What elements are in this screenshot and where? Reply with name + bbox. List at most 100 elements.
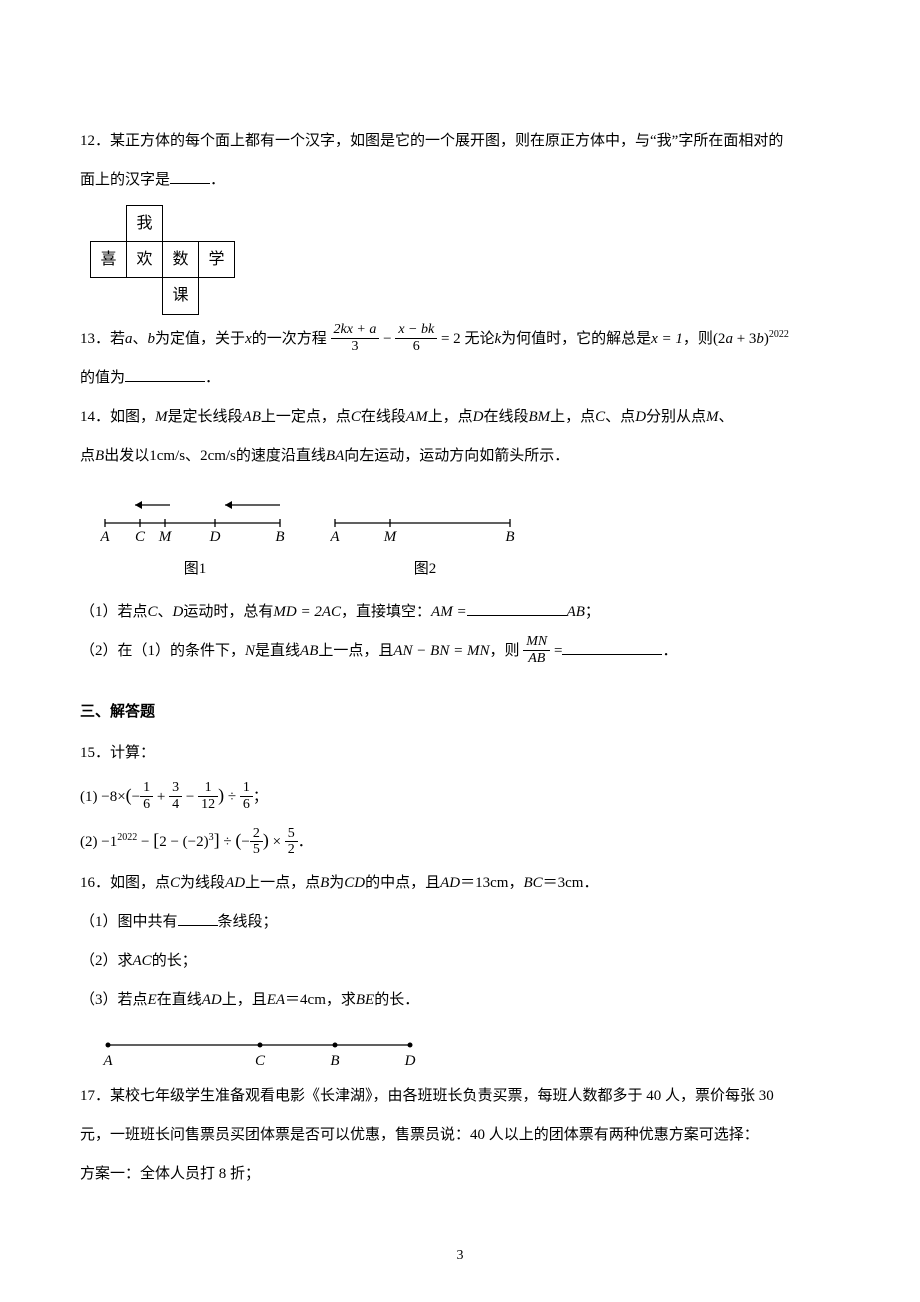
f: 25 xyxy=(250,826,263,858)
svg-text:B: B xyxy=(330,1053,339,1069)
q14-p2: （2）在（1）的条件下，N是直线AB上一点，且AN − BN = MN，则 MN… xyxy=(80,635,840,668)
fig1-svg: A C M D B xyxy=(100,493,290,553)
svg-text:B: B xyxy=(275,529,284,545)
q14-k: 点 xyxy=(80,448,95,464)
q17-b: 元，一班班长问售票员买团体票是否可以优惠，售票员说：40 人以上的团体票有两种优… xyxy=(80,1127,759,1143)
q16p3-d: ＝4cm，求 xyxy=(285,992,356,1008)
frac-den: AB xyxy=(523,650,550,666)
q14-b: 是定长线段 xyxy=(168,409,243,425)
net-cell: 我 xyxy=(127,206,163,242)
q13-var-b: b xyxy=(148,331,156,347)
q14-BM: BM xyxy=(528,409,550,425)
q16p3-c: 上，且 xyxy=(222,992,267,1008)
q14p1-b: 、 xyxy=(158,604,173,620)
q16-num: 16． xyxy=(80,875,110,891)
q12-line2: 面上的汉字是 ． xyxy=(80,164,840,197)
f: 52 xyxy=(285,826,298,858)
q14p2-frac: MN AB xyxy=(523,634,550,666)
q14-AM: AM xyxy=(406,409,428,425)
q14-h: 、点 xyxy=(605,409,635,425)
q14-line2: 点B出发以1cm/s、2cm/s的速度沿直线BA向左运动，运动方向如箭头所示． xyxy=(80,440,840,473)
q13-d: 的一次方程 xyxy=(252,331,327,347)
question-16: 16．如图，点C为线段AD上一点，点B为CD的中点，且AD＝13cm，BC＝3c… xyxy=(80,867,840,900)
minus: − xyxy=(182,789,198,805)
f: 16 xyxy=(240,780,253,812)
q17-num: 17． xyxy=(80,1088,110,1104)
end: ． xyxy=(298,834,313,850)
frac-den: 6 xyxy=(395,338,437,354)
svg-text:C: C xyxy=(135,529,146,545)
neg: − xyxy=(241,834,249,850)
q12-t2: 面上的汉字是 xyxy=(80,172,170,188)
q14-p1: （1）若点C、D运动时，总有MD = 2AC，直接填空：AM =AB； xyxy=(80,596,840,629)
end: ； xyxy=(253,789,268,805)
q14p2-b: 是直线 xyxy=(255,643,300,659)
frac-den: 3 xyxy=(331,338,380,354)
q14-M: M xyxy=(155,409,168,425)
q14-BA: BA xyxy=(326,448,344,464)
q14-num: 14． xyxy=(80,409,110,425)
q13-sup: 2022 xyxy=(769,329,789,340)
q14-o: 向左运动，运动方向如箭头所示． xyxy=(344,448,569,464)
q13-b: 、 xyxy=(133,331,148,347)
mul: × xyxy=(269,834,285,850)
q14p1-blank xyxy=(467,601,567,616)
page-number: 3 xyxy=(0,1241,920,1272)
q16-p3: （3）若点E在直线AD上，且EA＝4cm，求BE的长． xyxy=(80,984,840,1017)
frac-num: MN xyxy=(523,634,550,649)
neg: − xyxy=(132,789,140,805)
fig1-label: 图1 xyxy=(100,553,290,586)
q12-blank xyxy=(170,169,210,184)
q14p1-a: （1）若点 xyxy=(80,604,148,620)
q15p1-a: −8× xyxy=(101,789,125,805)
q16-AC: AC xyxy=(133,953,152,969)
q15-title: 计算： xyxy=(110,745,155,761)
q12-num: 12． xyxy=(80,133,110,149)
q14-j: 、 xyxy=(719,409,734,425)
svg-text:D: D xyxy=(404,1053,416,1069)
q17-a: 某校七年级学生准备观看电影《长津湖》，由各班班长负责买票，每班人数都多于 40 … xyxy=(110,1088,774,1104)
q16-CD: CD xyxy=(344,875,365,891)
q13-eq2: = 2 xyxy=(441,331,464,347)
question-12: 12．某正方体的每个面上都有一个汉字，如图是它的一个展开图，则在原正方体中，与“… xyxy=(80,125,840,158)
f: 16 xyxy=(140,780,153,812)
q16-EA: EA xyxy=(267,992,285,1008)
fig2-svg: A M B xyxy=(330,493,520,553)
q13-num: 13． xyxy=(80,331,110,347)
f: 112 xyxy=(198,780,218,812)
q16-p2: （2）求AC的长； xyxy=(80,945,840,978)
q14p1-C: C xyxy=(148,604,158,620)
question-15: 15．计算： xyxy=(80,737,840,770)
q15-num: 15． xyxy=(80,745,110,761)
q16-AD2: AD xyxy=(440,875,460,891)
q13-minus: − xyxy=(383,331,395,347)
net-cell: 学 xyxy=(199,242,235,278)
q14p2-e: = xyxy=(554,643,562,659)
q16p3-e: 的长． xyxy=(374,992,419,1008)
q14p1-d: ，直接填空： xyxy=(341,604,431,620)
net-cell: 欢 xyxy=(127,242,163,278)
q13-expr: (2a + 3b) xyxy=(713,331,769,347)
q17-c: 方案一：全体人员打 8 折； xyxy=(80,1166,260,1182)
q16-BE: BE xyxy=(356,992,374,1008)
q14-d: 在线段 xyxy=(361,409,406,425)
q12-t3: ． xyxy=(210,172,225,188)
q14p1-eq: MD = 2AC xyxy=(273,604,341,620)
q13-h: 的值为 xyxy=(80,370,125,386)
q14-C: C xyxy=(351,409,361,425)
q16-C: C xyxy=(170,875,180,891)
q16-E: E xyxy=(148,992,157,1008)
q16-c: 上一点，点 xyxy=(245,875,320,891)
q14-a: 如图， xyxy=(110,409,155,425)
q16-BC: BC xyxy=(523,875,542,891)
q14-fig2: A M B 图2 xyxy=(330,493,520,586)
q16-AD: AD xyxy=(225,875,245,891)
f: 34 xyxy=(169,780,182,812)
q16-d: 为 xyxy=(329,875,344,891)
q16-B: B xyxy=(320,875,329,891)
q13-g: ，则 xyxy=(683,331,713,347)
q12-t1: 某正方体的每个面上都有一个汉字，如图是它的一个展开图，则在原正方体中，与“我”字… xyxy=(110,133,783,149)
q13-f: 为何值时，它的解总是 xyxy=(501,331,651,347)
q13-line2: 的值为． xyxy=(80,362,840,395)
div: ÷ xyxy=(220,834,236,850)
